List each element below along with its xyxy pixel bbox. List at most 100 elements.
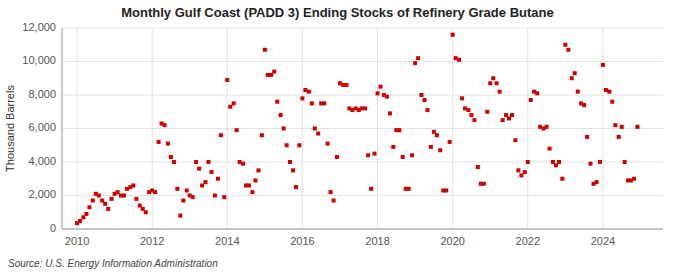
point [373, 152, 377, 156]
point [209, 170, 213, 174]
point [326, 142, 330, 146]
point [122, 194, 126, 198]
point [282, 127, 286, 131]
point [134, 197, 138, 201]
point [416, 56, 420, 60]
x-tick-label: 2012 [140, 235, 164, 247]
x-grid-line [302, 28, 303, 229]
point [206, 160, 210, 164]
point [585, 135, 589, 139]
background [0, 0, 675, 275]
point [232, 101, 236, 105]
point [566, 48, 570, 52]
point [263, 48, 267, 52]
point [175, 187, 179, 191]
point [457, 58, 461, 62]
point [219, 133, 223, 137]
point [253, 178, 257, 182]
point [397, 128, 401, 132]
point [369, 187, 373, 191]
point [385, 95, 389, 99]
point [157, 140, 161, 144]
x-grid-line [227, 28, 228, 229]
point [91, 199, 95, 203]
point [516, 168, 520, 172]
x-tick-label: 2016 [290, 235, 314, 247]
point [344, 83, 348, 87]
point [84, 212, 88, 216]
y-grid-line [62, 229, 663, 230]
point [535, 91, 539, 95]
point [185, 188, 189, 192]
point [476, 165, 480, 169]
point [213, 194, 217, 198]
point [548, 147, 552, 151]
point [178, 214, 182, 218]
point [523, 170, 527, 174]
point [379, 85, 383, 89]
point [197, 167, 201, 171]
y-tick-label: 12,000 [22, 21, 56, 33]
point [225, 78, 229, 82]
x-grid-line [152, 28, 153, 229]
point [275, 100, 279, 104]
point [222, 195, 226, 199]
point [391, 145, 395, 149]
point [460, 96, 464, 100]
point [247, 183, 251, 187]
point [297, 143, 301, 147]
y-tick-label: 2,000 [28, 188, 56, 200]
point [495, 81, 499, 85]
point [573, 71, 577, 75]
point [613, 123, 617, 127]
point [194, 160, 198, 164]
point [617, 135, 621, 139]
point [307, 90, 311, 94]
point [260, 133, 264, 137]
point [491, 76, 495, 80]
point [570, 76, 574, 80]
point [313, 127, 317, 131]
point [620, 125, 624, 129]
point [300, 96, 304, 100]
point [181, 199, 185, 203]
point [610, 100, 614, 104]
point [448, 140, 452, 144]
point [438, 148, 442, 152]
title: Monthly Gulf Coast (PADD 3) Ending Stock… [121, 5, 553, 20]
point [310, 101, 314, 105]
x-tick-label: 2014 [215, 235, 239, 247]
point [110, 197, 114, 201]
point [97, 194, 101, 198]
point [329, 190, 333, 194]
point [335, 155, 339, 159]
x-grid-line [527, 28, 528, 229]
point [169, 155, 173, 159]
point [498, 90, 502, 94]
x-tick-label: 2010 [65, 235, 89, 247]
point [595, 180, 599, 184]
y-tick-label: 10,000 [22, 54, 56, 66]
point [488, 81, 492, 85]
point [153, 190, 157, 194]
point [250, 190, 254, 194]
point [363, 106, 367, 110]
point [444, 188, 448, 192]
point [256, 168, 260, 172]
point [560, 177, 564, 181]
point [435, 133, 439, 137]
point [510, 113, 514, 117]
grid [62, 28, 663, 229]
point [425, 108, 429, 112]
point [191, 195, 195, 199]
y-tick-label: 0 [50, 222, 56, 234]
y-tick-label: 8,000 [28, 88, 56, 100]
point [131, 183, 135, 187]
point [332, 199, 336, 203]
point [589, 162, 593, 166]
x-grid-line [602, 28, 603, 229]
point [388, 111, 392, 115]
point [87, 205, 91, 209]
x-tick-label: 2024 [591, 235, 615, 247]
point [422, 98, 426, 102]
